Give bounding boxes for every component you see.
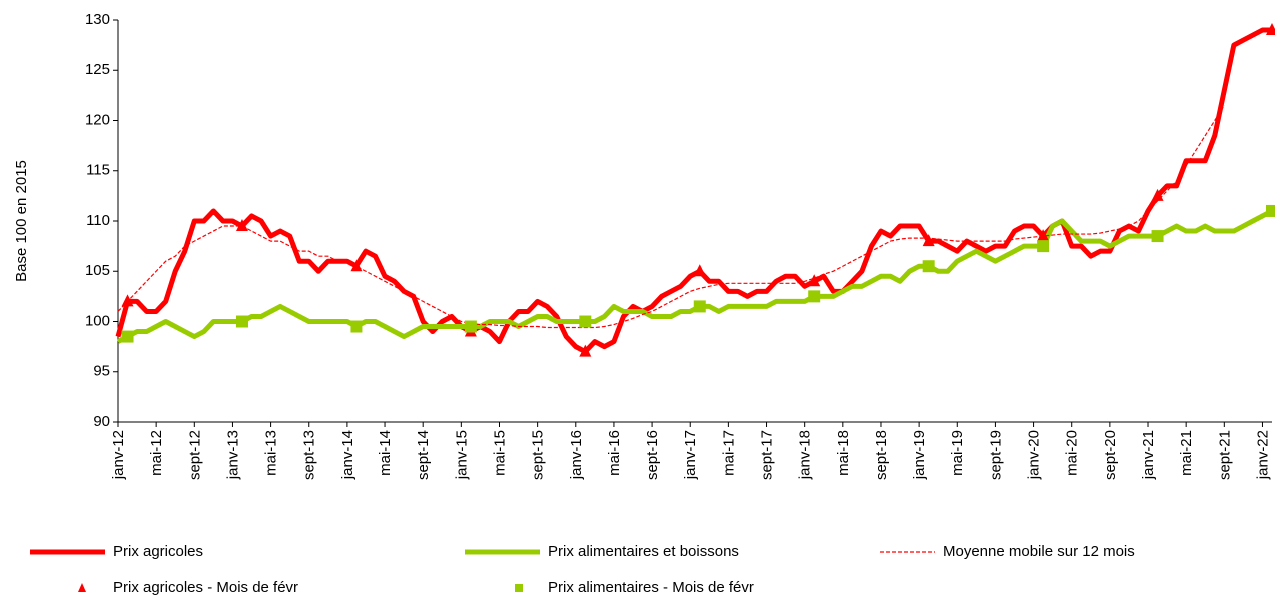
marker	[1037, 229, 1050, 242]
y-tick-label: 130	[85, 11, 110, 28]
x-tick-label: janv-13	[224, 430, 241, 480]
y-tick-label: 125	[85, 61, 110, 78]
marker	[1266, 204, 1275, 217]
x-tick-label: sept-17	[758, 430, 775, 480]
x-tick-label: janv-20	[1026, 430, 1043, 480]
marker	[121, 294, 134, 307]
marker	[464, 320, 477, 333]
x-tick-label: sept-14	[415, 430, 432, 480]
x-tick-label: mai-18	[835, 430, 852, 476]
x-tick-label: mai-16	[606, 430, 623, 476]
marker	[693, 300, 706, 313]
x-tick-label: sept-21	[1216, 430, 1233, 480]
marker	[922, 260, 935, 273]
marker	[579, 344, 592, 357]
legend-label: Moyenne mobile sur 12 mois	[943, 543, 1135, 560]
marker	[1151, 188, 1164, 201]
x-tick-label: mai-21	[1178, 430, 1195, 476]
x-tick-label: mai-14	[377, 430, 394, 476]
x-tick-label: janv-15	[453, 430, 470, 480]
x-tick-label: sept-12	[186, 430, 203, 480]
x-tick-label: janv-19	[911, 430, 928, 480]
marker	[808, 274, 821, 287]
x-tick-label: sept-20	[1102, 430, 1119, 480]
marker	[235, 315, 248, 328]
y-tick-label: 90	[93, 413, 110, 430]
y-tick-label: 110	[86, 212, 110, 229]
x-tick-label: sept-16	[644, 430, 661, 480]
marker	[579, 315, 592, 328]
x-tick-label: mai-20	[1064, 430, 1081, 476]
legend-label: Prix agricoles	[113, 543, 203, 560]
marker	[235, 219, 248, 232]
y-axis-label: Base 100 en 2015	[13, 160, 30, 282]
marker	[350, 259, 363, 272]
x-tick-label: mai-17	[720, 430, 737, 476]
x-tick-label: janv-18	[797, 430, 814, 480]
series-line	[117, 105, 1225, 329]
y-tick-label: 100	[85, 312, 110, 329]
x-tick-label: mai-13	[263, 430, 280, 476]
y-tick-label: 105	[85, 262, 110, 279]
x-tick-label: janv-16	[568, 430, 585, 480]
marker	[808, 290, 821, 303]
legend-swatch	[515, 584, 523, 592]
marker	[1151, 230, 1164, 243]
x-tick-label: janv-22	[1254, 430, 1271, 480]
x-tick-label: janv-21	[1140, 430, 1157, 480]
y-tick-label: 115	[86, 162, 110, 179]
x-tick-label: sept-18	[873, 430, 890, 480]
legend-label: Prix alimentaires et boissons	[548, 543, 739, 560]
marker	[1037, 240, 1050, 253]
legend-label: Prix alimentaires - Mois de févr	[548, 579, 754, 596]
series-line	[115, 27, 1272, 355]
x-tick-label: sept-13	[301, 430, 318, 480]
x-tick-label: janv-12	[110, 430, 127, 480]
y-tick-label: 120	[85, 111, 110, 128]
x-tick-label: janv-14	[339, 430, 356, 480]
marker	[121, 330, 134, 343]
marker	[1266, 23, 1275, 36]
y-tick-label: 95	[93, 363, 110, 380]
x-tick-label: mai-19	[949, 430, 966, 476]
x-tick-label: janv-17	[682, 430, 699, 480]
x-tick-label: sept-15	[530, 430, 547, 480]
marker	[350, 320, 363, 333]
legend-label: Prix agricoles - Mois de févr	[113, 579, 298, 596]
legend-swatch	[78, 583, 86, 592]
x-tick-label: mai-15	[491, 430, 508, 476]
x-tick-label: mai-12	[148, 430, 165, 476]
marker	[693, 264, 706, 277]
marker	[922, 234, 935, 247]
x-tick-label: sept-19	[987, 430, 1004, 480]
